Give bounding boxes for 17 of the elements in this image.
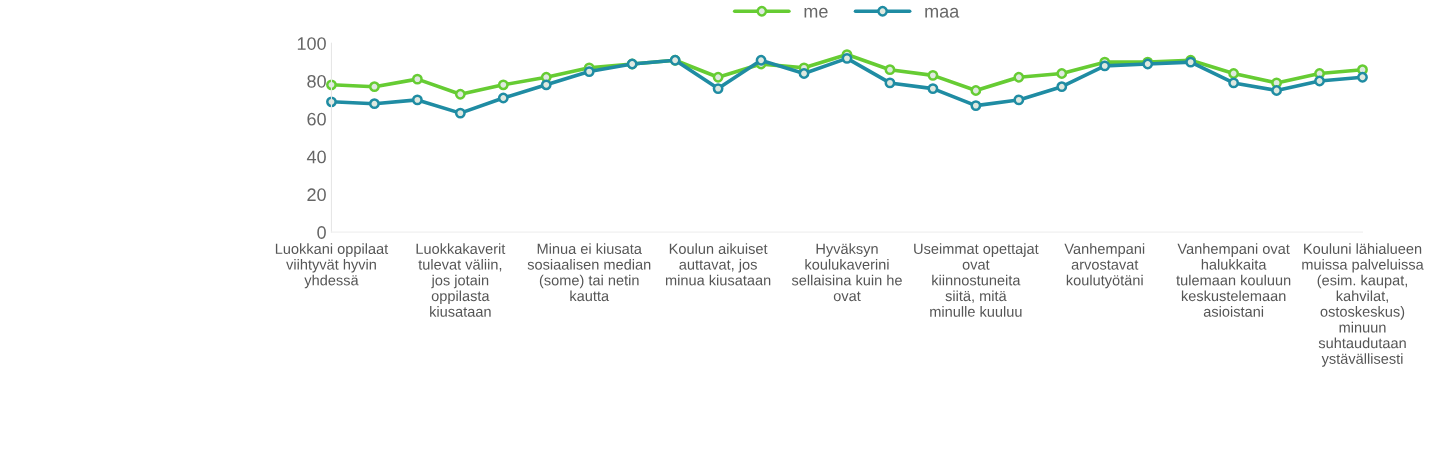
y-tick-label: 40	[306, 150, 326, 164]
x-tick-label: Luokkakaverit tulevat väliin, jos jotain oppilasta kiusataan	[416, 243, 506, 317]
y-tick-label: 20	[307, 188, 326, 202]
x-tick-label: Vanhempani arvostavat koulutyötäni	[1064, 243, 1145, 289]
y-tick-label: 100	[297, 37, 326, 50]
x-tick-label: Useimmat opettajat ovat kiinnostuneita siitä, mitä minulle kuuluu	[914, 243, 1039, 317]
x-tick-label: Minua ei kiusata sosiaalisen median (some) tai netin kautta	[527, 243, 651, 302]
x-tick-label: Vanhempani ovat halukkaita tulemaan kouluun keskustelemaan asioistani	[1176, 243, 1291, 317]
legend-label: me	[804, 7, 828, 18]
y-tick-label: 60	[307, 112, 326, 126]
x-tick-label: Koulun aikuiset auttavat, jos minua kiusataan	[665, 243, 771, 286]
legend-label: maa	[925, 7, 960, 18]
x-tick-label: Luokkani oppilaat viihtyvät hyvin yhdessä	[275, 243, 389, 289]
x-tick-label: Hyväksyn koulukaverini sellaisina kuin he ovat	[791, 243, 902, 302]
y-tick-label: 0	[317, 226, 326, 239]
x-tick-label: Kouluni lähialueen muissa palveluissa (esim. kaupat, kahvilat, ostoskeskus) minuun suhtaudutaan ystävällisesti	[1302, 243, 1424, 367]
y-tick-label: 80	[307, 74, 326, 88]
